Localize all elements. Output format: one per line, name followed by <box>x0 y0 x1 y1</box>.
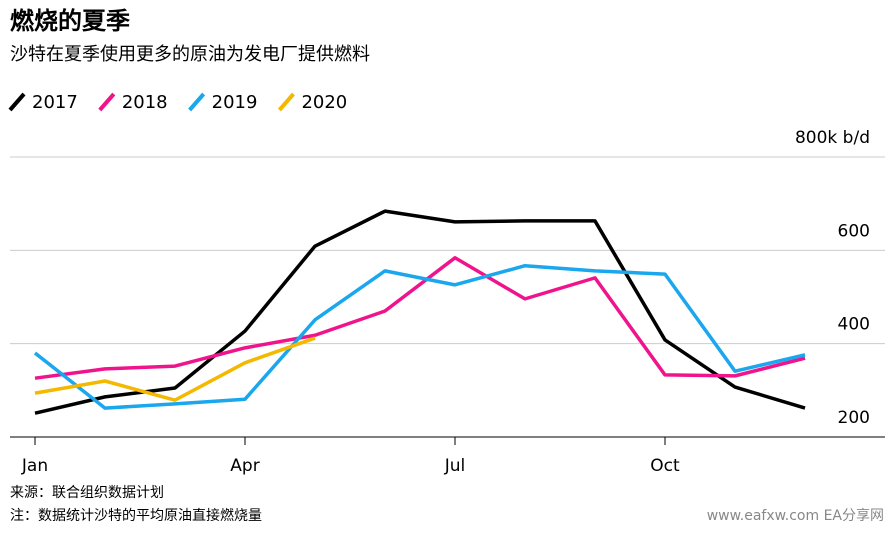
legend-label: 2019 <box>212 92 258 113</box>
legend-swatch <box>8 92 26 112</box>
series-line <box>34 336 316 402</box>
source: 来源：联合组织数据计划 <box>10 485 164 501</box>
watermark: www.eafxw.com EA分享网 <box>707 507 884 524</box>
legend-swatch <box>188 92 206 112</box>
x-tick-label: Jul <box>444 456 466 476</box>
chart-title: 燃烧的夏季 <box>10 7 130 35</box>
y-tick-label: 800k b/d <box>795 128 870 148</box>
legend-label: 2018 <box>122 92 168 113</box>
legend-label: 2020 <box>301 92 347 113</box>
y-tick-label: 600 <box>838 221 870 241</box>
note: 注：数据统计沙特的平均原油直接燃烧量 <box>10 507 262 524</box>
series-line <box>34 256 806 380</box>
y-tick-label: 400 <box>838 315 870 335</box>
legend-swatch <box>277 92 295 112</box>
chart-subtitle: 沙特在夏季使用更多的原油为发电厂提供燃料 <box>10 44 370 65</box>
series-line <box>33 263 806 410</box>
x-tick-label: Oct <box>650 456 680 476</box>
x-tick-label: Jan <box>21 456 48 476</box>
series-line <box>34 209 806 415</box>
legend-swatch <box>98 92 116 112</box>
x-tick-label: Apr <box>230 456 259 476</box>
y-tick-label: 200 <box>838 408 870 428</box>
legend-label: 2017 <box>32 92 78 113</box>
